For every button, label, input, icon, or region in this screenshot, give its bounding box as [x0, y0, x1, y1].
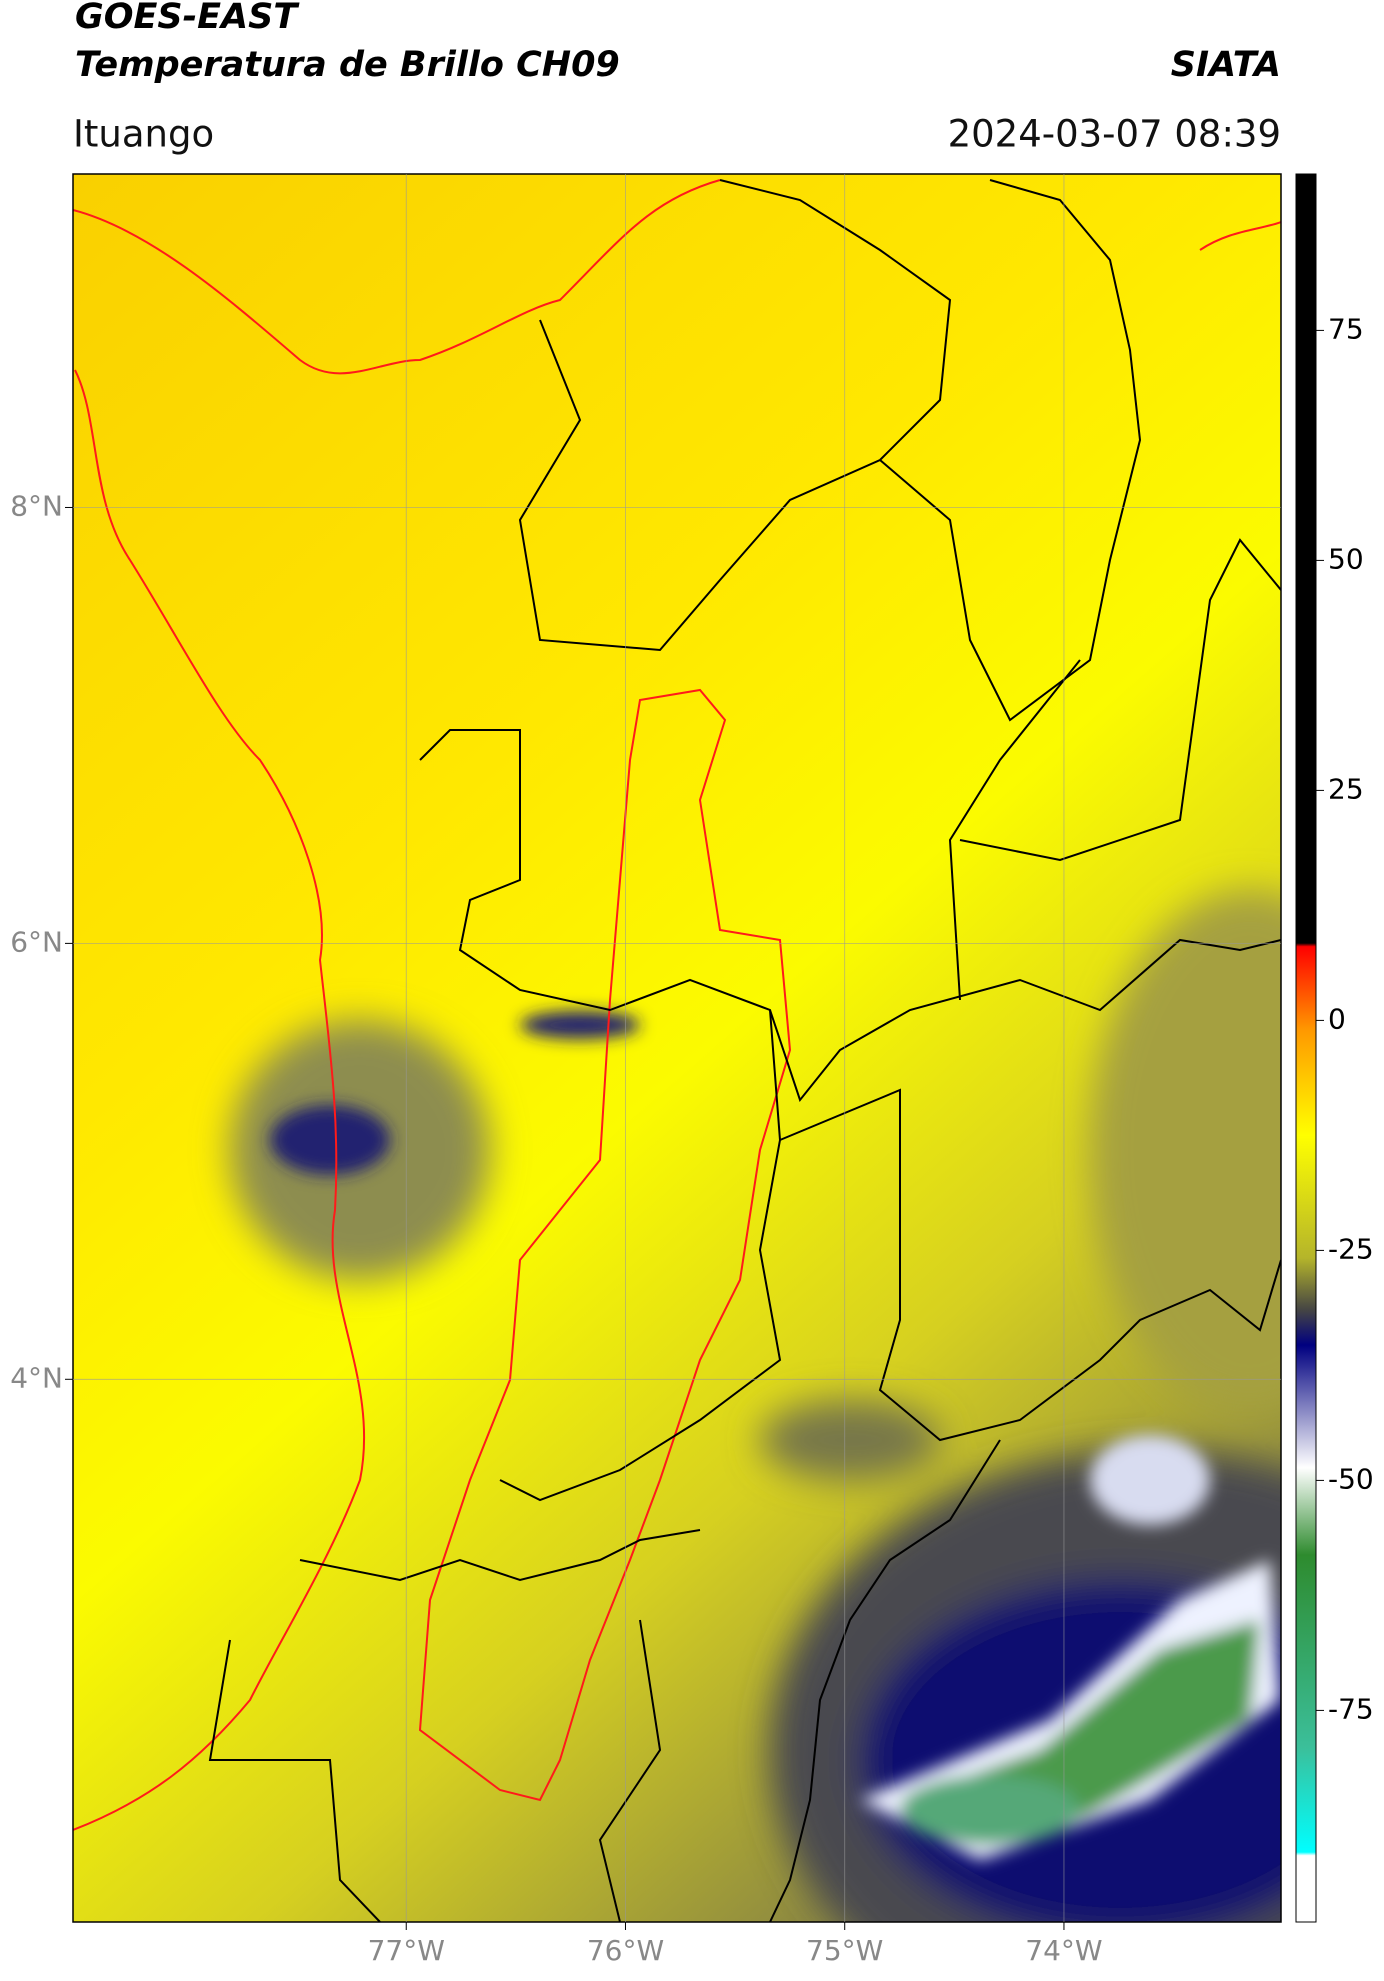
subtitle: Temperatura de Brillo CH09 — [75, 45, 620, 85]
datetime: 2024-03-07 08:39 — [948, 113, 1281, 156]
x-tick-label: 74°W — [1025, 1934, 1102, 1967]
y-tick-label: 6°N — [10, 925, 63, 958]
colorbar — [1295, 173, 1317, 1923]
x-tick-label: 75°W — [806, 1934, 883, 1967]
map-frame — [72, 173, 1282, 1923]
colorbar-tick-label: -25 — [1328, 1232, 1374, 1265]
colorbar-tick-label: 25 — [1328, 772, 1364, 805]
colorbar-tick-label: -75 — [1328, 1692, 1374, 1725]
colorbar-tick-label: -50 — [1328, 1462, 1374, 1495]
location: Ituango — [73, 113, 214, 156]
x-tick-label: 77°W — [368, 1934, 445, 1967]
source: SIATA — [1171, 45, 1281, 85]
title: GOES-EAST — [75, 0, 300, 37]
colorbar-tick-label: 75 — [1328, 312, 1364, 345]
x-tick-label: 76°W — [587, 1934, 664, 1967]
y-tick-label: 4°N — [10, 1361, 63, 1394]
colorbar-tick-label: 0 — [1328, 1002, 1346, 1035]
colorbar-tick-label: 50 — [1328, 542, 1364, 575]
map — [73, 174, 1281, 1922]
y-tick-label: 8°N — [10, 489, 63, 522]
